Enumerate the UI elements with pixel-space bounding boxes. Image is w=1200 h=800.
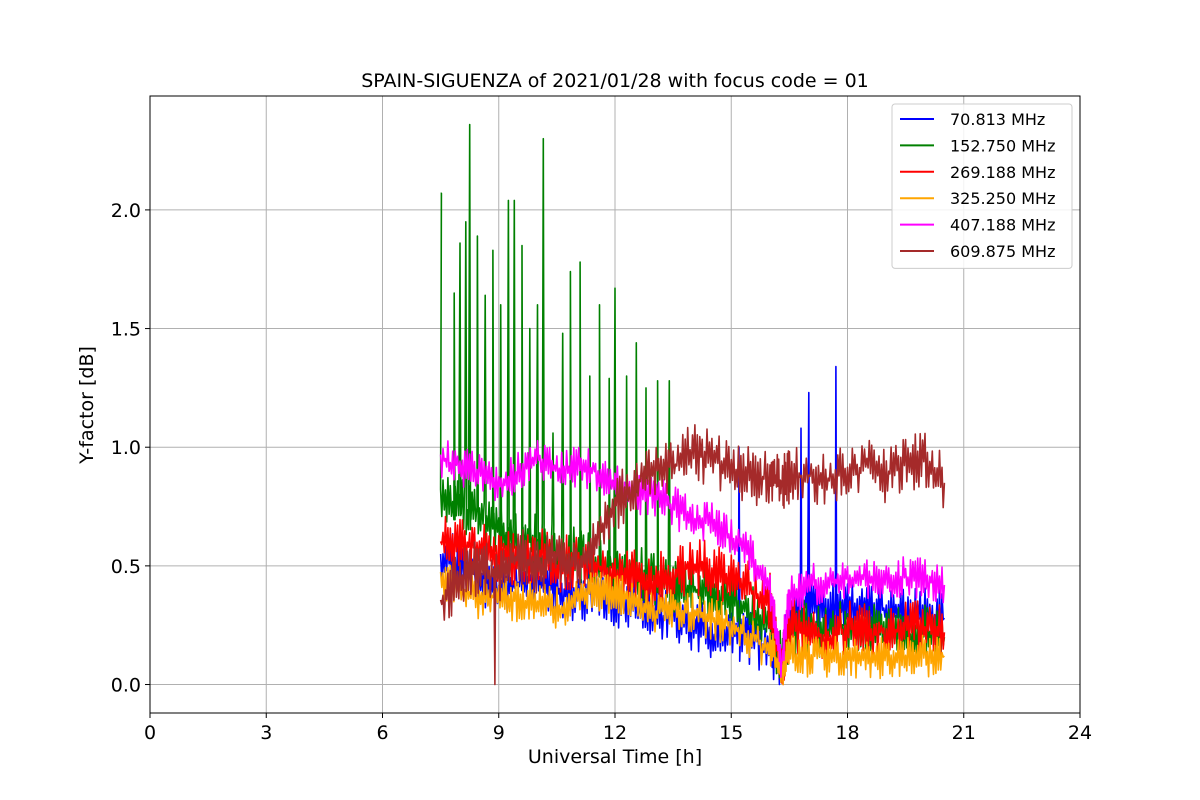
x-tick-label: 3 <box>260 722 272 744</box>
series-line <box>439 564 945 686</box>
y-tick-label: 1.5 <box>111 319 141 341</box>
y-tick-label: 0.5 <box>111 556 141 578</box>
x-tick-label: 24 <box>1068 722 1092 744</box>
x-tick-label: 21 <box>952 722 976 744</box>
series-line <box>439 515 946 686</box>
series-line <box>439 439 946 678</box>
x-tick-label: 15 <box>719 722 743 744</box>
series-5 <box>439 439 946 678</box>
x-tick-label: 9 <box>493 722 505 744</box>
legend-box <box>891 103 1073 269</box>
legend-label: 609.875 MHz <box>950 242 1055 261</box>
legend-label: 152.750 MHz <box>950 136 1055 155</box>
y-axis-label: Y-factor [dB] <box>76 346 98 465</box>
x-tick-label: 6 <box>376 722 388 744</box>
x-tick-label: 0 <box>144 722 156 744</box>
x-axis-label: Universal Time [h] <box>528 746 702 768</box>
series-6 <box>439 424 946 686</box>
legend-label: 70.813 MHz <box>950 110 1045 129</box>
axes: 0 3 6 9 12 15 18 21 24 0.0 0.5 1.0 1.5 2.0 <box>111 200 1092 744</box>
y-tick-label: 1.0 <box>111 437 141 459</box>
series-4 <box>439 564 945 686</box>
y-tick-label: 2.0 <box>111 200 141 222</box>
chart-title: SPAIN-SIGUENZA of 2021/01/28 with focus … <box>361 70 869 92</box>
y-tick-label: 0.0 <box>111 675 141 697</box>
series-3 <box>439 515 946 686</box>
legend-label: 407.188 MHz <box>950 216 1055 235</box>
x-tick-label: 18 <box>835 722 859 744</box>
series-line <box>439 424 946 686</box>
legend-label: 325.250 MHz <box>950 189 1055 208</box>
legend-label: 269.188 MHz <box>950 163 1055 182</box>
legend: 70.813 MHz 152.750 MHz 269.188 MHz 325.250 … <box>891 103 1073 269</box>
x-tick-label: 12 <box>603 722 627 744</box>
series-layer <box>439 123 946 686</box>
